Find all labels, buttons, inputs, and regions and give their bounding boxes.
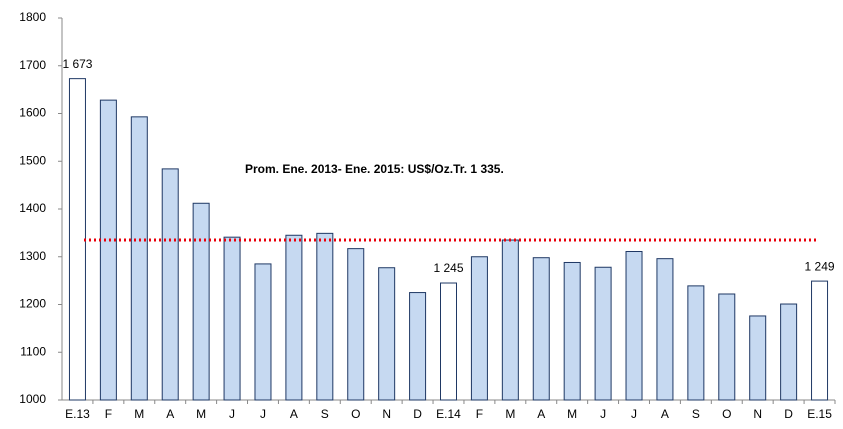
bar [130, 116, 148, 401]
x-tick-label: D [413, 407, 422, 421]
x-tick-label: J [229, 407, 235, 421]
x-tick-label: M [134, 407, 144, 421]
y-tick-label: 1000 [19, 392, 46, 406]
x-tick-label: E.14 [436, 407, 461, 421]
x-tick-label: S [692, 407, 700, 421]
bar [563, 261, 581, 401]
y-tick-label: 1700 [19, 58, 46, 72]
bar [470, 256, 488, 401]
bar [656, 258, 674, 401]
x-tick-label: M [196, 407, 206, 421]
y-tick-label: 1500 [19, 153, 46, 167]
bar [99, 99, 117, 401]
bar [780, 303, 798, 401]
x-tick-label: S [321, 407, 329, 421]
bar [409, 292, 427, 401]
x-tick-label: A [537, 407, 545, 421]
bar [254, 263, 272, 401]
bar [594, 266, 612, 401]
bar [192, 202, 210, 401]
value-label: 1 673 [62, 57, 92, 71]
x-tick-label: A [661, 407, 669, 421]
x-tick-label: E.15 [807, 407, 832, 421]
x-tick-label: J [631, 407, 637, 421]
x-tick-label: M [505, 407, 515, 421]
bar [687, 285, 705, 401]
bar [811, 280, 829, 401]
reference-label: Prom. Ene. 2013- Ene. 2015: US$/Oz.Tr. 1… [245, 162, 504, 176]
x-tick-label: E.13 [65, 407, 90, 421]
bar [316, 232, 334, 401]
bar [347, 248, 365, 401]
bar [285, 234, 303, 401]
y-tick-label: 1800 [19, 10, 46, 24]
bar [223, 236, 241, 401]
x-tick-label: O [351, 407, 360, 421]
bar [532, 257, 550, 401]
bar [749, 315, 767, 401]
x-tick-label: J [600, 407, 606, 421]
y-tick-label: 1200 [19, 297, 46, 311]
x-tick-label: F [105, 407, 112, 421]
value-label: 1 249 [805, 259, 835, 273]
bar [501, 239, 519, 401]
y-tick-label: 1400 [19, 201, 46, 215]
y-tick-label: 1300 [19, 249, 46, 263]
x-tick-label: M [567, 407, 577, 421]
x-tick-label: A [166, 407, 174, 421]
x-tick-label: N [753, 407, 762, 421]
bar [68, 78, 86, 401]
x-tick-label: J [260, 407, 266, 421]
bar [625, 250, 643, 401]
value-label: 1 245 [433, 261, 463, 275]
bar [378, 267, 396, 401]
x-tick-label: A [290, 407, 298, 421]
bar [440, 282, 457, 401]
bar [718, 293, 736, 401]
x-tick-label: N [382, 407, 391, 421]
bar [161, 168, 179, 401]
x-tick-label: F [476, 407, 483, 421]
x-tick-label: D [784, 407, 793, 421]
y-tick-label: 1100 [20, 344, 46, 358]
y-tick-label: 1600 [19, 106, 46, 120]
x-tick-label: O [722, 407, 731, 421]
